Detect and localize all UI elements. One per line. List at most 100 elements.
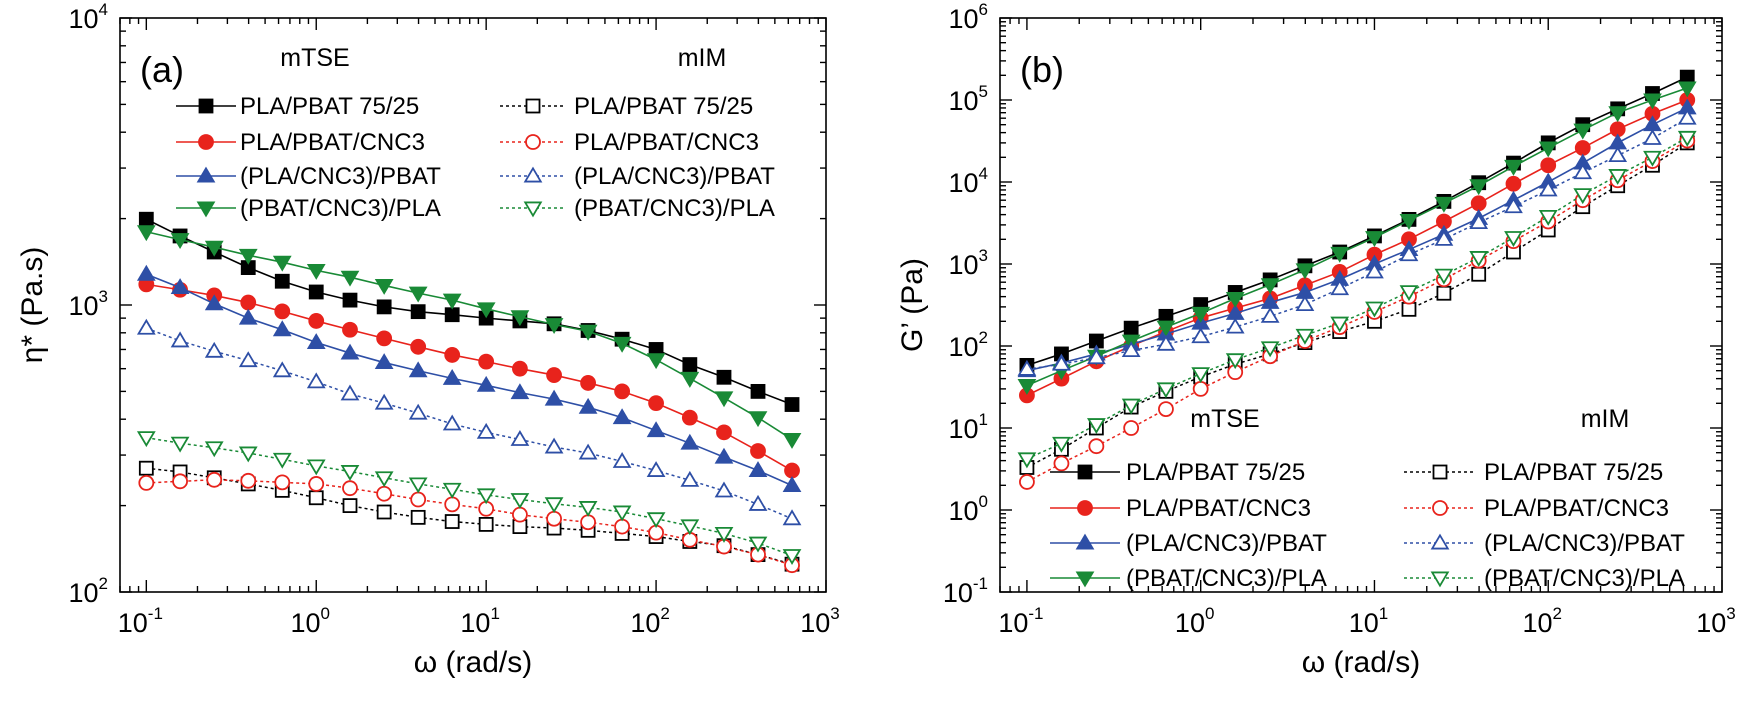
data-point — [1469, 179, 1489, 196]
x-tick-exp: 2 — [1553, 604, 1562, 623]
data-point — [340, 270, 360, 287]
y-tick-exp: 4 — [99, 0, 108, 19]
data-point — [680, 433, 700, 450]
x-tick-exp: -1 — [148, 604, 163, 623]
legend-label: (PLA/CNC3)/PBAT — [574, 163, 775, 190]
data-point — [1260, 278, 1280, 295]
data-point — [1019, 474, 1035, 490]
x-tick-base: 10 — [1522, 608, 1552, 638]
panel-label: (a) — [140, 49, 184, 90]
data-point — [170, 233, 190, 250]
data-point — [1434, 196, 1454, 213]
data-point — [748, 494, 768, 511]
series-mim-4 — [138, 460, 800, 572]
legend-label: PLA/PBAT 75/25 — [1484, 459, 1663, 486]
data-point — [1260, 306, 1280, 323]
data-point — [578, 324, 598, 341]
x-tick-base: 10 — [460, 608, 490, 638]
legend-label: PLA/PBAT/CNC3 — [574, 129, 759, 156]
data-point — [1330, 279, 1350, 296]
data-point — [238, 308, 258, 325]
y-tick-base: 10 — [943, 578, 973, 608]
x-tick-base: 10 — [290, 608, 320, 638]
series-mtse-3 — [136, 225, 802, 449]
legend-label: PLA/PBAT/CNC3 — [1484, 495, 1669, 522]
data-point — [544, 389, 564, 406]
legend-label: (PBAT/CNC3)/PLA — [1484, 565, 1685, 592]
series-mim-6 — [136, 318, 802, 526]
data-point — [206, 471, 223, 488]
data-point — [444, 514, 460, 529]
data-point — [138, 460, 154, 476]
y-tick-label: 102 — [948, 328, 988, 362]
data-point — [342, 480, 358, 497]
data-point — [342, 321, 358, 338]
plot-frame — [999, 17, 1723, 593]
data-point — [274, 273, 290, 289]
legend-label: PLA/PBAT/CNC3 — [240, 129, 425, 156]
data-point — [306, 333, 326, 349]
data-point — [444, 496, 461, 513]
data-point — [1504, 231, 1523, 248]
data-point — [1573, 188, 1593, 205]
data-point — [680, 470, 700, 487]
y-tick-label: 103 — [948, 246, 988, 280]
data-point — [1608, 169, 1628, 185]
data-point — [308, 284, 324, 300]
data-point — [1017, 452, 1037, 469]
data-point — [410, 491, 427, 508]
data-point — [1538, 210, 1558, 226]
data-point — [580, 514, 596, 531]
data-point — [1643, 150, 1662, 167]
data-point — [748, 536, 768, 553]
y-tick-exp: 6 — [979, 0, 988, 19]
data-point — [444, 307, 460, 323]
legend-item: PLA/PBAT 75/25 — [176, 93, 419, 120]
y-tick-exp: 3 — [979, 246, 988, 265]
data-point — [374, 353, 394, 370]
data-point — [410, 304, 426, 320]
data-point — [580, 375, 596, 391]
data-point — [204, 294, 224, 311]
legend-label: (PBAT/CNC3)/PLA — [240, 195, 441, 222]
y-tick-base: 10 — [68, 578, 98, 608]
data-point — [648, 395, 664, 412]
data-point — [306, 459, 326, 476]
x-tick-base: 10 — [800, 608, 830, 638]
series-mtse-1 — [1019, 92, 1696, 404]
data-point — [1053, 455, 1070, 472]
x-tick-base: 10 — [118, 608, 148, 638]
data-point — [340, 465, 360, 481]
legend-marker — [525, 134, 541, 150]
data-point — [614, 518, 631, 535]
x-tick-label: 102 — [1522, 604, 1562, 638]
data-point — [274, 474, 291, 491]
data-point — [510, 430, 530, 446]
y-tick-exp: 0 — [979, 492, 988, 511]
data-point — [1399, 213, 1419, 230]
series-mtse-2 — [136, 264, 802, 492]
data-point — [578, 397, 598, 414]
data-point — [1295, 328, 1315, 345]
data-point — [376, 299, 392, 315]
legend-marker — [196, 166, 216, 183]
data-point — [476, 375, 496, 392]
data-point — [646, 421, 666, 438]
data-point — [376, 485, 393, 502]
data-point — [716, 369, 732, 385]
data-point — [714, 391, 734, 408]
legend-label: PLA/PBAT 75/25 — [574, 93, 753, 120]
y-tick-exp: 3 — [99, 287, 108, 306]
data-point — [308, 476, 325, 492]
data-point — [546, 510, 562, 527]
x-axis: 10-1 100 101 102 103 — [118, 18, 840, 638]
series-line — [1026, 117, 1688, 371]
data-point — [274, 303, 291, 320]
data-point — [646, 353, 666, 370]
data-point — [272, 255, 292, 272]
data-point — [510, 310, 530, 327]
data-point — [1677, 130, 1697, 147]
series-line — [1026, 139, 1688, 483]
data-point — [750, 383, 766, 399]
data-point — [170, 278, 190, 295]
